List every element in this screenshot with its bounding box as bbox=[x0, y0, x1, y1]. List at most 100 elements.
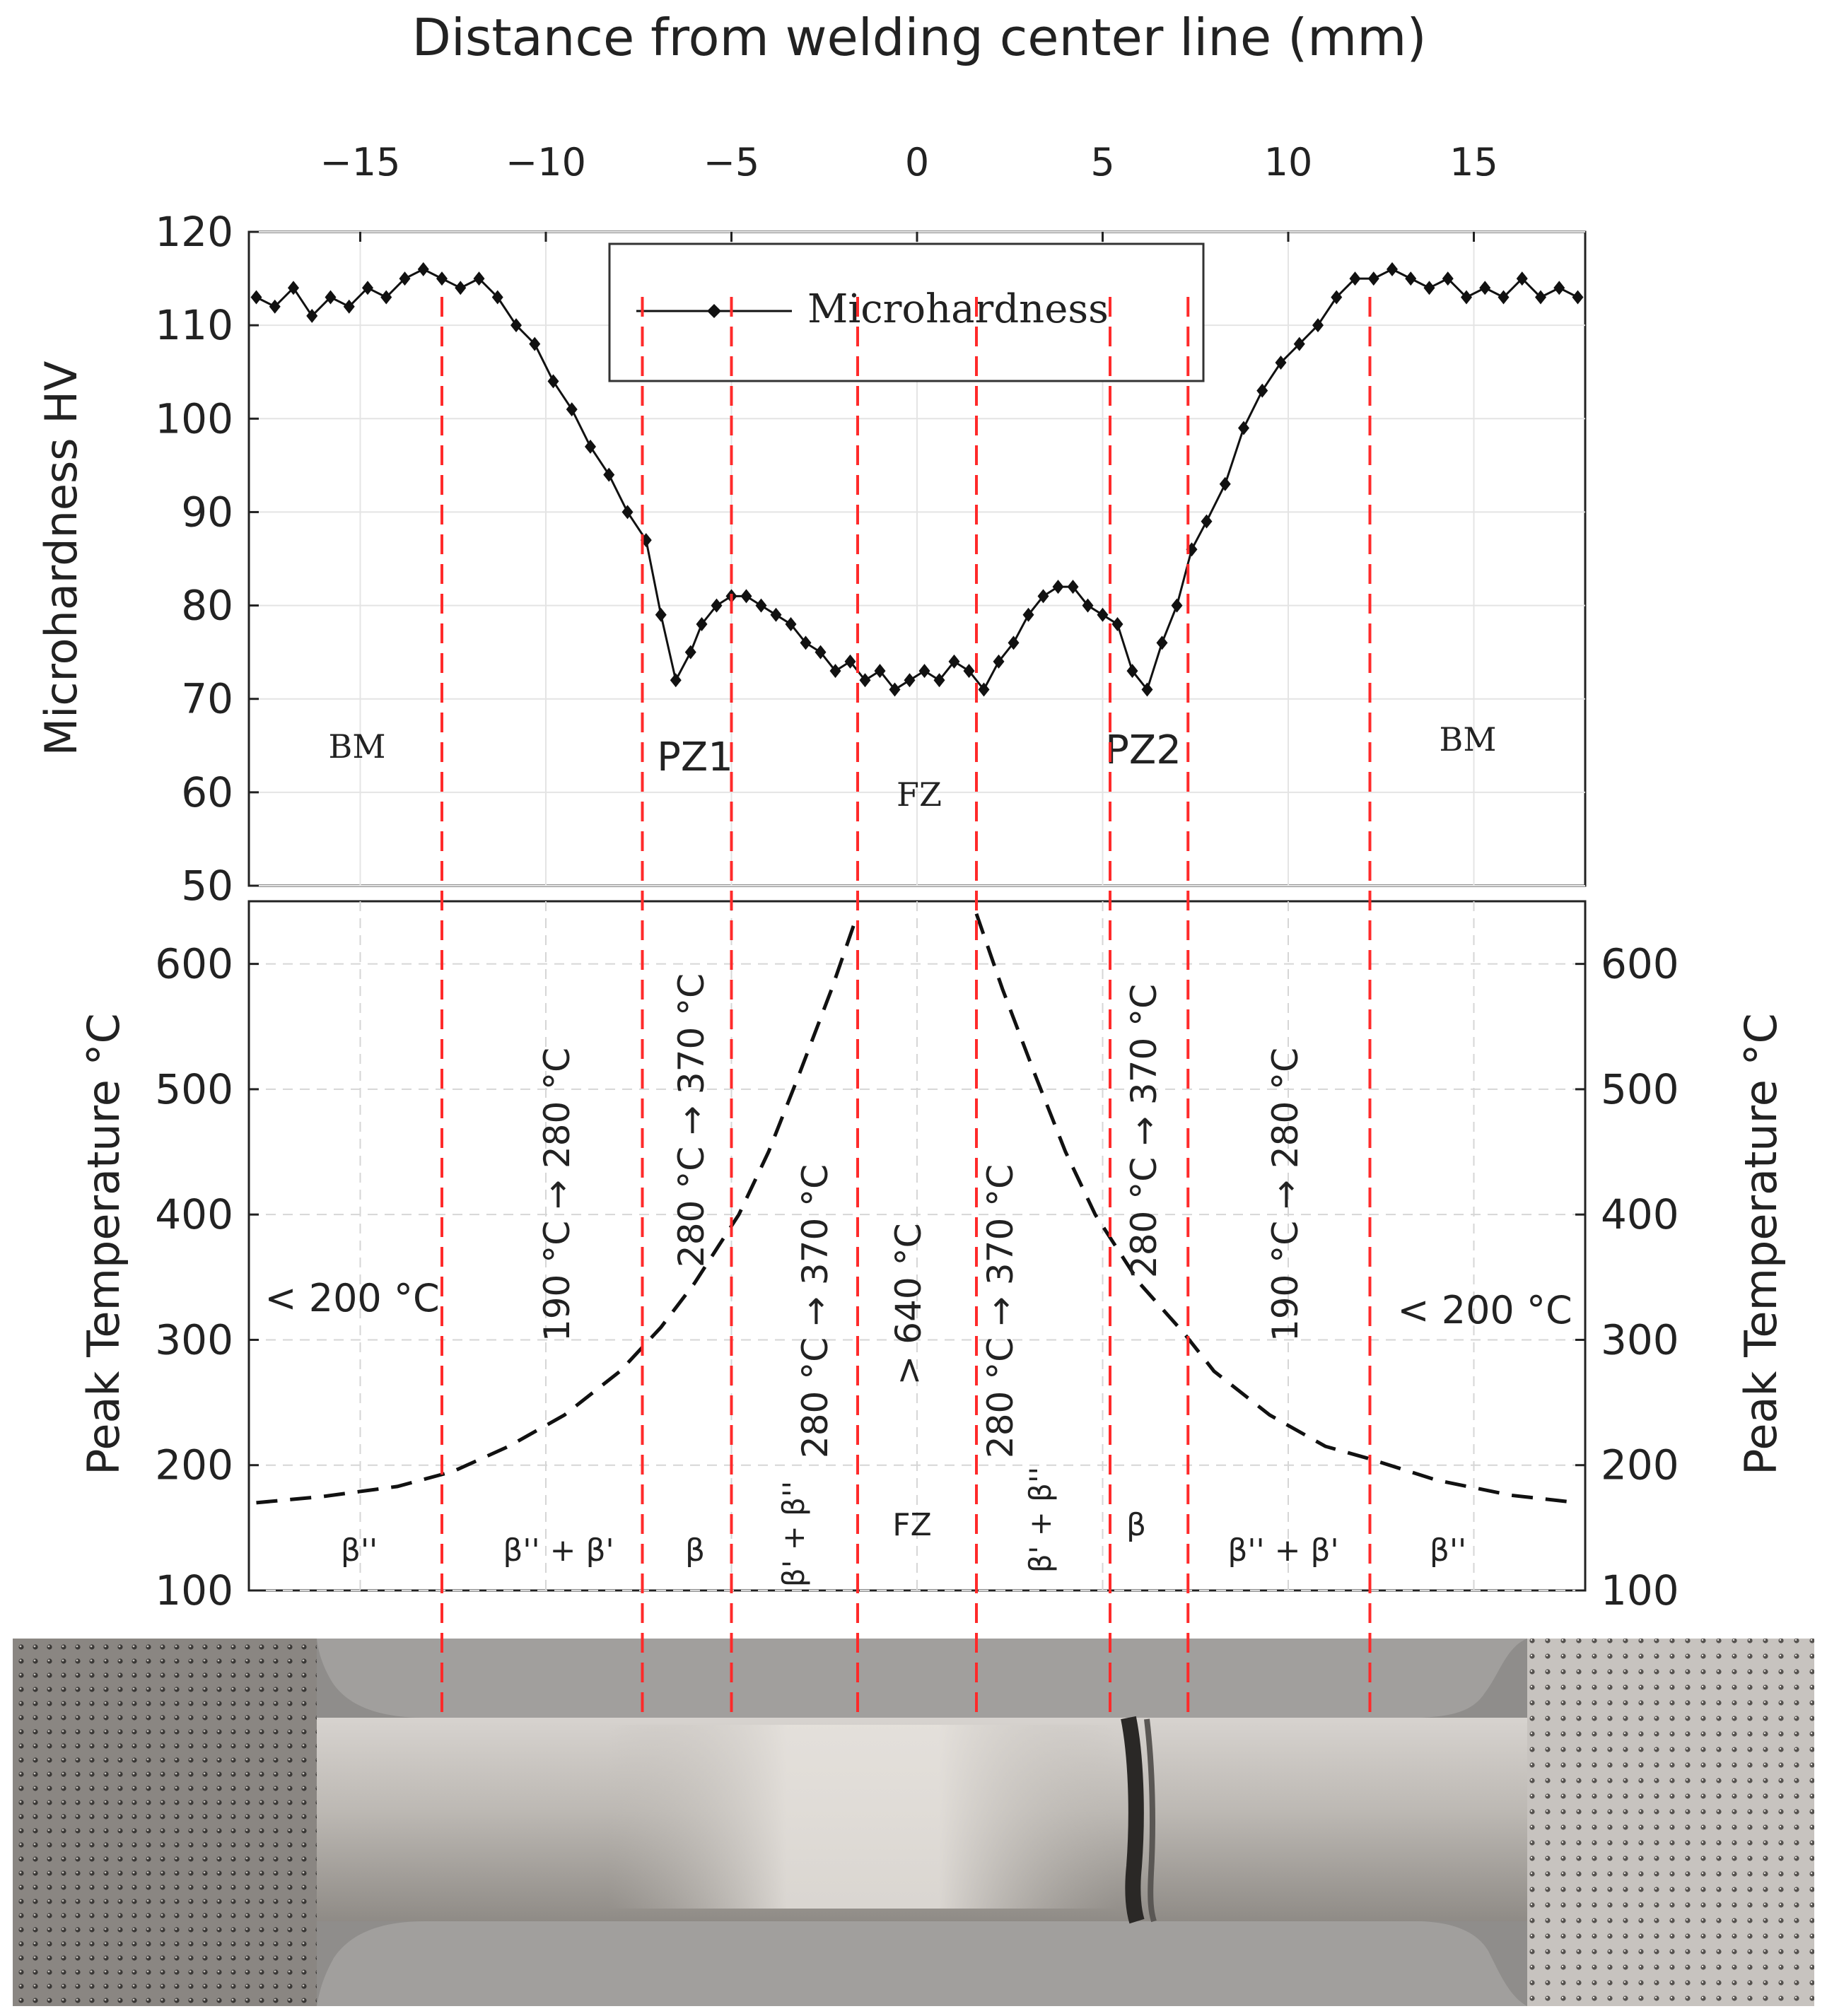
data-point bbox=[473, 271, 485, 286]
zone-label-bm-left: BM bbox=[329, 727, 386, 766]
x-tick-label: 0 bbox=[905, 140, 929, 184]
data-point bbox=[829, 664, 841, 679]
legend-marker bbox=[707, 304, 721, 318]
data-point bbox=[1111, 617, 1123, 631]
data-point bbox=[343, 299, 355, 314]
specimen-photo bbox=[13, 1639, 1814, 2006]
data-point bbox=[889, 682, 901, 697]
temp-label-transition-left: 280 °C → 370 °C bbox=[795, 1164, 836, 1458]
phase-label-1: β'' bbox=[341, 1532, 378, 1569]
data-point bbox=[529, 336, 541, 351]
zone-labels: BM PZ1 FZ PZ2 BM bbox=[329, 720, 1497, 814]
weld-zone-highlight bbox=[608, 1725, 1117, 1909]
temperature-curve-left-branch bbox=[256, 913, 860, 1505]
y-tick-label-right: 300 bbox=[1601, 1315, 1679, 1364]
phase-label-6: β' + β'' bbox=[1023, 1467, 1058, 1573]
data-point bbox=[1022, 607, 1034, 622]
zone-label-pz1: PZ1 bbox=[657, 734, 733, 780]
phase-labels: β'' β'' + β' β β' + β'' FZ β' + β'' β β'… bbox=[341, 1467, 1466, 1587]
data-point bbox=[933, 673, 945, 688]
data-point bbox=[417, 262, 429, 276]
temperature-series bbox=[256, 913, 1578, 1505]
y-tick-label: 100 bbox=[155, 394, 233, 443]
x-tick-label: −5 bbox=[704, 140, 760, 184]
data-point bbox=[815, 645, 827, 660]
data-point bbox=[1331, 290, 1343, 305]
y-tick-label: 80 bbox=[181, 582, 233, 630]
data-point bbox=[491, 290, 503, 305]
data-point bbox=[770, 607, 782, 622]
temperature-panel: 100 100 200 200 300 300 400 400 500 500 600 600 Pea… bbox=[78, 900, 1787, 1614]
data-point bbox=[978, 682, 990, 697]
data-point bbox=[362, 281, 373, 295]
data-point bbox=[1052, 580, 1064, 594]
data-point bbox=[1037, 589, 1049, 604]
temp-label-pz2: 280 °C → 370 °C bbox=[1123, 984, 1165, 1278]
data-point bbox=[948, 654, 960, 669]
y-tick-label-left: 400 bbox=[155, 1190, 233, 1238]
data-point bbox=[874, 664, 886, 679]
data-point bbox=[740, 589, 752, 604]
y-tick-label-left: 500 bbox=[155, 1065, 233, 1113]
phase-label-7: β bbox=[1126, 1507, 1146, 1543]
data-point bbox=[800, 635, 812, 650]
y-tick-label-right: 500 bbox=[1601, 1065, 1679, 1113]
data-point bbox=[1082, 598, 1094, 613]
data-point bbox=[1201, 514, 1213, 529]
data-point bbox=[603, 467, 615, 482]
legend: Microhardness bbox=[608, 242, 1205, 382]
data-point bbox=[1553, 281, 1565, 295]
lower-cutout bbox=[317, 1921, 1527, 2006]
data-point bbox=[1238, 421, 1249, 435]
temperature-curve-right-branch bbox=[974, 913, 1578, 1505]
hardness-y-label: Microhardness HV bbox=[35, 361, 87, 756]
data-point bbox=[859, 673, 871, 688]
x-tick-label: −15 bbox=[320, 140, 401, 184]
phase-label-2: β'' + β' bbox=[503, 1532, 614, 1569]
data-point bbox=[1572, 290, 1584, 305]
temp-label-bm-right: < 200 °C bbox=[1397, 1288, 1572, 1332]
x-axis-title: Distance from welding center line (mm) bbox=[411, 8, 1426, 67]
hardness-series bbox=[250, 262, 1584, 697]
data-point bbox=[711, 598, 723, 613]
data-point bbox=[566, 402, 578, 417]
temperature-range-labels: < 200 °C 190 °C → 280 °C 280 °C → 370 °C… bbox=[264, 973, 1572, 1458]
data-point bbox=[1498, 290, 1510, 305]
y-tick-label: 110 bbox=[155, 301, 233, 349]
zone-label-pz2: PZ2 bbox=[1105, 727, 1181, 773]
data-point bbox=[696, 617, 708, 631]
phase-label-3: β bbox=[685, 1532, 705, 1569]
temp-label-transition-right: 280 °C → 370 °C bbox=[980, 1164, 1021, 1458]
data-point bbox=[785, 617, 797, 631]
hardness-panel: 50 60 70 80 90 100 110 120 −15 −10 −5 0 5 10 15 Micro… bbox=[35, 140, 1587, 910]
data-point bbox=[621, 505, 634, 520]
data-point bbox=[1219, 476, 1231, 491]
data-point bbox=[1293, 336, 1305, 351]
data-point bbox=[585, 439, 596, 454]
data-point bbox=[655, 607, 667, 622]
data-point bbox=[1008, 635, 1020, 650]
data-point bbox=[1349, 271, 1361, 286]
y-tick-label-left: 100 bbox=[155, 1566, 233, 1614]
data-point bbox=[1097, 607, 1109, 622]
x-top-ticks: −15 −10 −5 0 5 10 15 bbox=[320, 140, 1498, 242]
data-point bbox=[436, 271, 448, 286]
data-point bbox=[918, 664, 930, 679]
temp-label-pz1: 280 °C → 370 °C bbox=[671, 973, 712, 1267]
y-tick-label: 120 bbox=[155, 208, 233, 256]
data-point bbox=[250, 290, 262, 305]
data-point bbox=[1423, 281, 1435, 295]
y-tick-label-left: 600 bbox=[155, 940, 233, 988]
data-point bbox=[1405, 271, 1417, 286]
y-tick-label-left: 200 bbox=[155, 1441, 233, 1489]
data-point bbox=[288, 281, 299, 295]
x-tick-label: −10 bbox=[506, 140, 586, 184]
data-point bbox=[325, 290, 337, 305]
data-point bbox=[455, 281, 467, 295]
y-tick-label-right: 600 bbox=[1601, 940, 1679, 988]
data-point bbox=[547, 374, 559, 389]
zone-label-bm-right: BM bbox=[1440, 720, 1497, 758]
data-point bbox=[1442, 271, 1454, 286]
y-tick-label-right: 100 bbox=[1601, 1566, 1679, 1614]
x-tick-label: 15 bbox=[1449, 140, 1498, 184]
